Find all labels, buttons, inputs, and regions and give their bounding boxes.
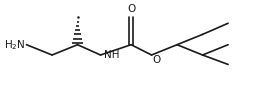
- Text: NH: NH: [104, 50, 119, 60]
- Text: O: O: [127, 4, 135, 14]
- Text: H$_2$N: H$_2$N: [4, 38, 25, 52]
- Text: O: O: [153, 55, 161, 65]
